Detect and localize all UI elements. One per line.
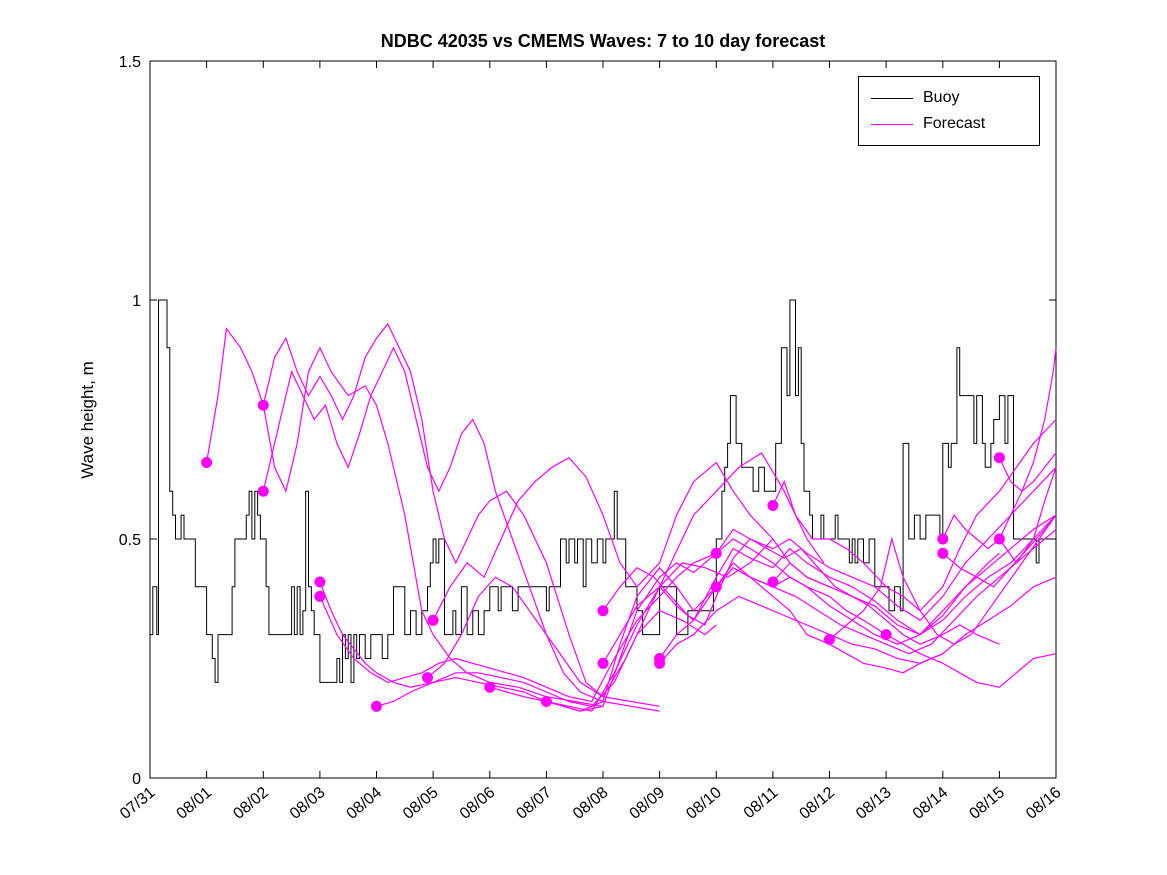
legend-label-buoy: Buoy <box>923 89 960 106</box>
chart-title: NDBC 42035 vs CMEMS Waves: 7 to 10 day f… <box>380 31 826 51</box>
forecast-start-marker <box>257 485 269 497</box>
x-tick-label: 08/07 <box>513 784 555 823</box>
legend-item-forecast: Forecast <box>871 111 1027 137</box>
forecast-line <box>602 538 1000 645</box>
forecast-line <box>998 347 1057 493</box>
forecast-line <box>772 514 1057 636</box>
x-tick-label: 08/05 <box>400 784 442 823</box>
forecast-line <box>715 466 1057 622</box>
forecast-line <box>319 581 717 707</box>
x-tick-label: 08/14 <box>910 784 952 823</box>
forecast-start-marker <box>371 700 382 712</box>
forecast-start-marker <box>710 547 722 559</box>
forecast-line <box>715 528 1057 655</box>
axis-box <box>149 60 1057 779</box>
buoy-line-sample-icon <box>871 97 913 99</box>
x-tick-label: 08/10 <box>683 784 725 823</box>
forecast-line-sample-icon <box>871 123 913 125</box>
forecast-start-marker <box>993 533 1005 545</box>
forecast-line <box>942 514 1057 588</box>
x-tick-label: 08/04 <box>343 784 385 823</box>
forecast-start-marker <box>937 547 949 559</box>
forecast-line <box>602 552 1000 664</box>
forecast-start-marker <box>654 657 666 669</box>
forecast-start-marker <box>484 681 496 693</box>
forecast-start-marker <box>767 500 779 511</box>
x-tick-label: 08/16 <box>1023 784 1065 823</box>
forecast-start-marker <box>824 633 835 645</box>
forecast-line <box>376 538 774 712</box>
y-tick-label: 0.5 <box>119 532 141 549</box>
legend-item-buoy: Buoy <box>871 85 1027 111</box>
x-tick-label: 08/12 <box>796 784 838 823</box>
forecast-line <box>829 514 1057 645</box>
forecast-line <box>262 322 660 707</box>
forecast-start-marker <box>427 614 439 626</box>
x-tick-label: 08/11 <box>741 784 782 822</box>
forecast-start-marker <box>201 457 213 468</box>
legend: Buoy Forecast <box>858 76 1040 146</box>
forecast-line <box>206 327 604 707</box>
forecast-start-marker <box>257 399 269 411</box>
forecast-start-marker <box>937 533 949 545</box>
y-tick-label: 1.5 <box>119 54 141 71</box>
forecast-line <box>998 467 1057 564</box>
x-tick-label: 08/13 <box>853 784 895 823</box>
forecast-start-marker <box>710 581 722 593</box>
x-tick-label: 08/01 <box>174 784 216 823</box>
y-tick-label: 1 <box>132 293 141 310</box>
x-tick-label: 08/02 <box>230 784 272 823</box>
forecast-line <box>659 576 1057 664</box>
forecast-start-marker <box>993 452 1005 464</box>
forecast-start-marker <box>880 629 892 641</box>
y-tick-label: 0 <box>132 771 141 788</box>
forecast-start-marker <box>767 576 779 588</box>
x-tick-label: 08/08 <box>570 784 612 823</box>
x-tick-label: 08/06 <box>457 784 499 823</box>
x-tick-label: 08/03 <box>287 784 329 823</box>
buoy-line <box>150 299 1056 683</box>
x-tick-label: 07/31 <box>117 784 159 823</box>
forecast-line <box>262 346 660 712</box>
forecast-line <box>427 452 825 698</box>
forecast-line <box>546 562 944 712</box>
forecast-start-marker <box>540 696 552 707</box>
forecast-start-marker <box>422 672 433 684</box>
forecast-start-marker <box>597 605 609 617</box>
x-tick-label: 08/15 <box>966 784 1008 823</box>
x-tick-label: 08/09 <box>627 784 669 823</box>
forecast-line <box>885 634 1057 688</box>
forecast-line <box>319 552 717 703</box>
forecast-start-marker <box>314 590 326 602</box>
legend-label-forecast: Forecast <box>923 115 986 132</box>
forecast-line <box>659 514 1057 659</box>
forecast-line <box>772 419 1057 612</box>
forecast-line <box>432 456 830 621</box>
forecast-start-marker <box>597 657 609 669</box>
forecast-start-marker <box>314 576 326 588</box>
